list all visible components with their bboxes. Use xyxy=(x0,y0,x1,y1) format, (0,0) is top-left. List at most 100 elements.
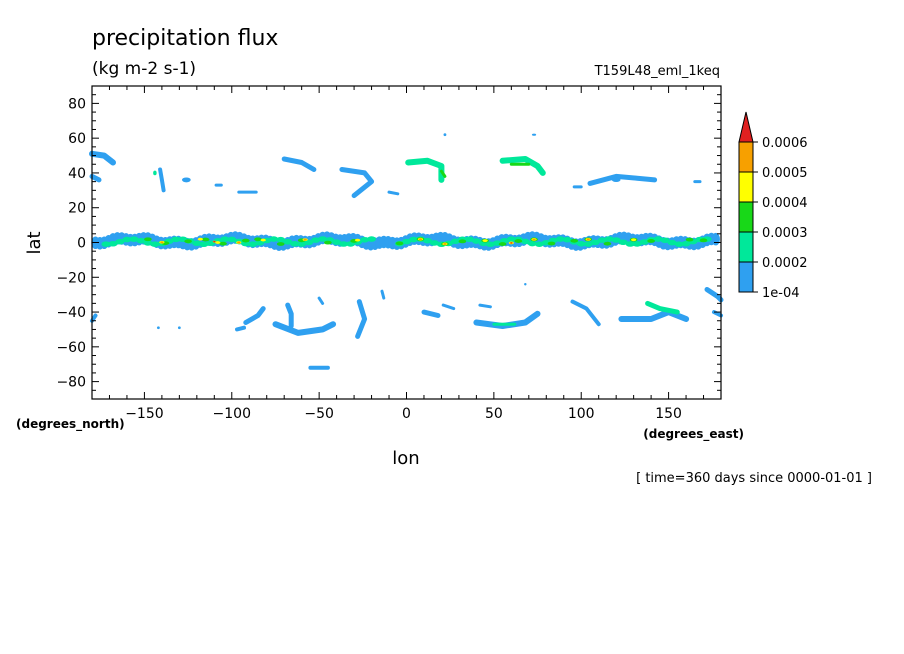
itcz-cell xyxy=(674,241,684,247)
itcz-cell xyxy=(429,240,439,246)
itcz-cell xyxy=(647,239,655,243)
itcz-cell xyxy=(311,237,321,243)
y-tick-label: −20 xyxy=(56,270,86,286)
precip-band xyxy=(235,325,246,332)
itcz-cell xyxy=(136,237,146,244)
precip-cell xyxy=(153,170,157,176)
x-tick-label: 50 xyxy=(485,406,503,422)
itcz-cell xyxy=(255,240,265,246)
precip-cell xyxy=(177,326,181,330)
itcz-cell xyxy=(534,241,544,247)
y-tick-label: 40 xyxy=(68,166,86,182)
y-axis-units: (degrees_north) xyxy=(16,417,125,432)
colorbar-segment xyxy=(738,171,754,203)
itcz-cell xyxy=(276,242,285,246)
itcz-cell xyxy=(184,239,192,244)
precip-band xyxy=(712,310,723,318)
x-tick-label: 150 xyxy=(655,406,682,422)
precip-band xyxy=(421,309,441,318)
itcz-cell xyxy=(667,239,677,246)
colorbar-label: 1e-04 xyxy=(762,286,800,301)
itcz-cell xyxy=(144,237,152,242)
x-axis-units: (degrees_east) xyxy=(643,427,744,442)
itcz-cell xyxy=(283,239,293,245)
x-tick-label: 100 xyxy=(568,406,595,422)
itcz-cell xyxy=(586,238,590,241)
precip-cell xyxy=(443,133,447,137)
time-note: [ time=360 days since 0000-01-01 ] xyxy=(636,471,872,486)
itcz-cell xyxy=(618,239,628,246)
itcz-cell xyxy=(583,241,593,247)
itcz-cell xyxy=(197,237,203,241)
itcz-cell xyxy=(547,241,556,246)
itcz-cell xyxy=(450,238,460,245)
precip-band xyxy=(285,302,294,329)
itcz-cell xyxy=(220,236,230,242)
itcz-cell xyxy=(532,238,536,241)
itcz-cell xyxy=(241,238,250,243)
precip-band xyxy=(89,150,116,166)
itcz-cell xyxy=(129,236,139,242)
itcz-cell xyxy=(108,240,118,247)
itcz-cell xyxy=(464,236,474,243)
x-tick-label: −100 xyxy=(213,406,251,422)
y-tick-label: −40 xyxy=(56,305,86,321)
axis-ticks: −150 −100 −50 0 50 100 150 80 60 40 20 0 −20 −40 −60 −8… xyxy=(56,86,721,422)
itcz-cell xyxy=(458,239,467,244)
itcz-cell xyxy=(611,237,621,243)
itcz-cell xyxy=(318,236,328,242)
itcz-cell xyxy=(603,241,612,246)
precip-band xyxy=(441,303,456,311)
itcz-cell xyxy=(269,236,279,242)
itcz-cell xyxy=(685,237,694,242)
itcz-cell xyxy=(260,238,266,242)
precip-cell xyxy=(531,133,537,136)
itcz-cell xyxy=(482,239,488,243)
itcz-cell xyxy=(227,236,237,243)
y-axis-label: lat xyxy=(24,231,45,254)
itcz-cell xyxy=(143,240,153,246)
precip-band xyxy=(380,289,386,300)
precip-band xyxy=(478,303,492,309)
precip-band xyxy=(317,296,325,305)
itcz-cell xyxy=(297,241,307,247)
precip-cell xyxy=(156,326,160,330)
itcz-cell xyxy=(324,240,332,245)
itcz-cell xyxy=(498,242,507,246)
itcz-cell xyxy=(354,238,361,242)
itcz-cell xyxy=(248,241,258,247)
itcz-cell xyxy=(192,240,202,247)
precip-band xyxy=(439,169,447,178)
itcz-cell xyxy=(590,239,600,246)
itcz-cell xyxy=(632,241,642,247)
itcz-cell xyxy=(150,241,160,247)
colorbar-label: 0.0005 xyxy=(762,166,808,181)
itcz-cell xyxy=(510,242,513,244)
colorbar: 1e-04 0.0002 0.0003 0.0004 0.0005 0.0006 xyxy=(738,111,808,301)
itcz-cell xyxy=(339,241,349,247)
itcz-cell xyxy=(570,238,579,243)
colorbar-label: 0.0003 xyxy=(762,226,808,241)
precip-band xyxy=(89,173,102,183)
precip-band xyxy=(499,156,546,176)
itcz-cell xyxy=(199,241,209,248)
itcz-cell xyxy=(219,241,227,246)
itcz-cell xyxy=(443,242,447,245)
precip-band xyxy=(272,321,337,336)
precip-band xyxy=(243,306,266,325)
colorbar-label: 0.0004 xyxy=(762,196,808,211)
colorbar-extend-triangle xyxy=(738,111,754,143)
colorbar-segment xyxy=(738,141,754,173)
y-tick-label: 60 xyxy=(68,131,86,147)
precip-cell xyxy=(611,177,621,182)
itcz-cell xyxy=(653,236,663,242)
itcz-cell xyxy=(241,240,251,247)
itcz-cell xyxy=(213,241,216,243)
itcz-cell xyxy=(304,239,314,246)
itcz-cell xyxy=(485,241,495,248)
itcz-cell xyxy=(395,241,404,246)
itcz-cell xyxy=(506,236,516,242)
x-tick-label: −150 xyxy=(125,406,163,422)
colorbar-segment xyxy=(738,261,754,293)
y-tick-label: 20 xyxy=(68,201,86,217)
